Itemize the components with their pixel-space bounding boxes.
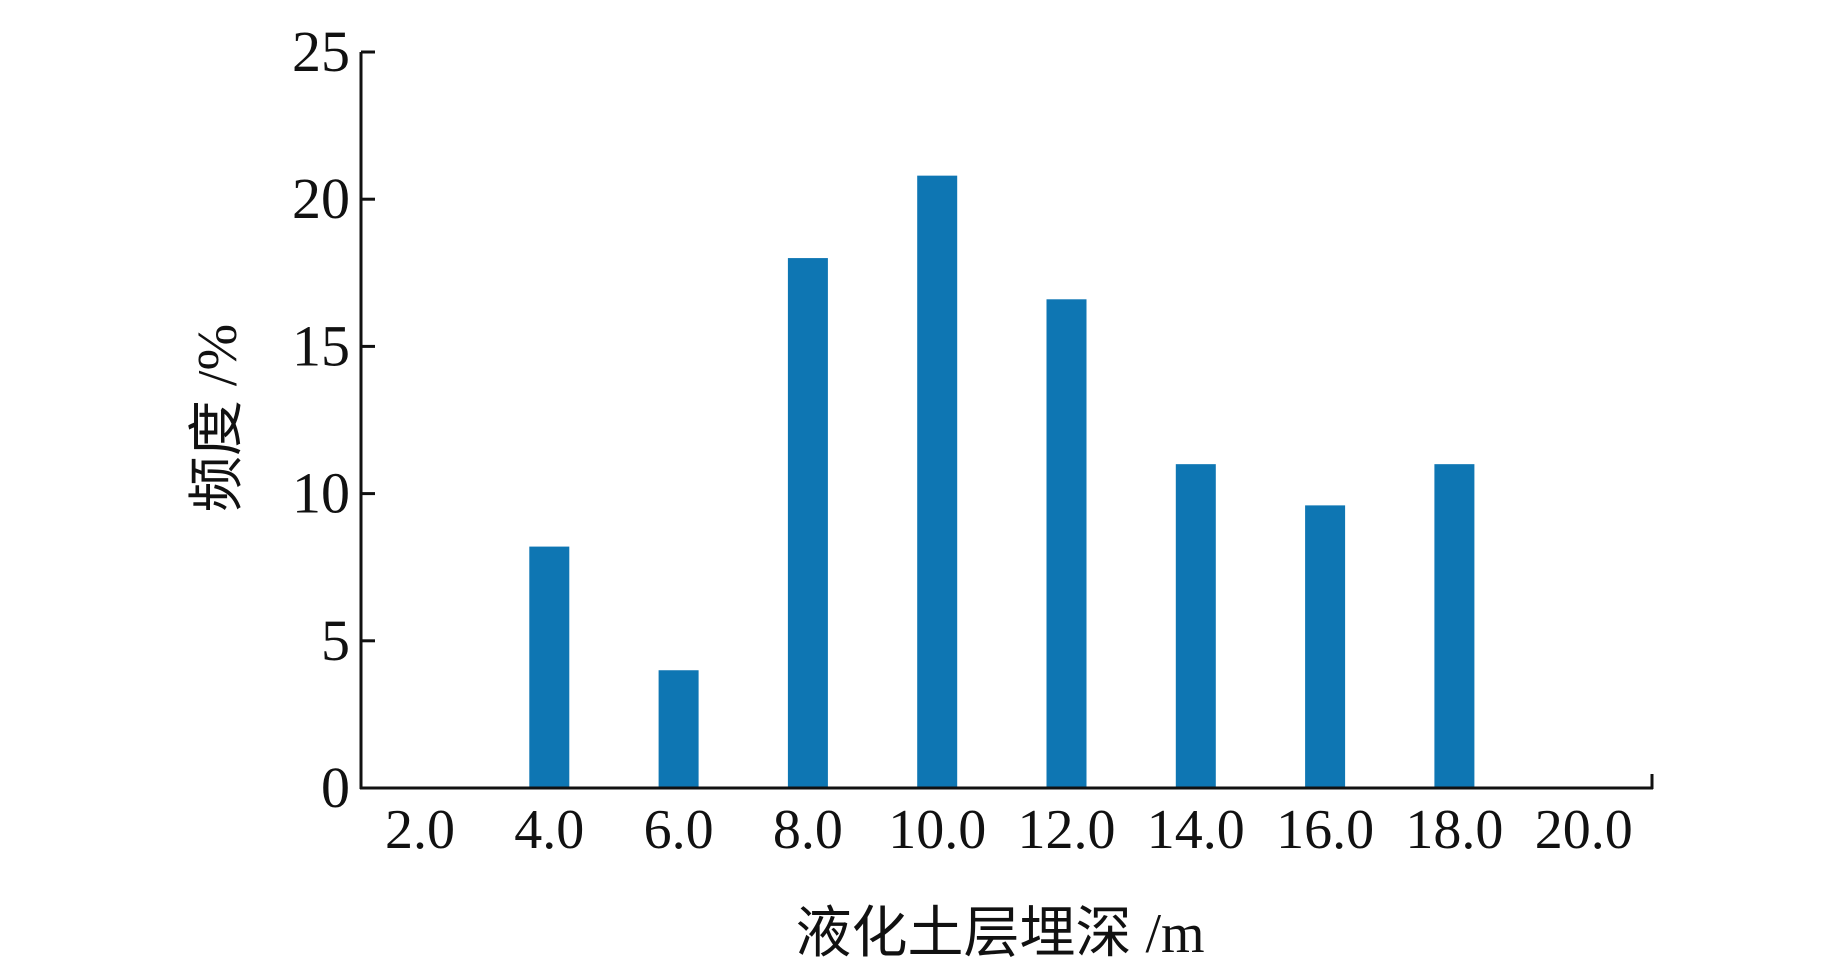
y-tick-label: 25 <box>292 19 350 84</box>
x-tick-label: 20.0 <box>1535 799 1633 861</box>
y-tick-label: 20 <box>292 166 350 231</box>
x-tick-label: 12.0 <box>1018 799 1116 861</box>
x-ticks: 2.0 4.0 6.0 8.0 10.0 12.0 14.0 16.0 18.0 20.0 <box>385 799 1633 861</box>
bar-12.0 <box>1046 299 1087 788</box>
x-tick-label: 10.0 <box>888 799 986 861</box>
y-axis-label: 频度 /% <box>187 324 249 512</box>
bar-18.0 <box>1434 464 1475 788</box>
bar-4.0 <box>529 546 570 788</box>
bar-14.0 <box>1175 464 1216 788</box>
x-tick-label: 16.0 <box>1276 799 1374 861</box>
x-tick-label: 8.0 <box>773 799 843 861</box>
y-tick-label: 10 <box>292 461 350 526</box>
x-tick-label: 6.0 <box>644 799 714 861</box>
bars <box>529 175 1475 789</box>
x-tick-label: 2.0 <box>385 799 455 861</box>
x-tick-label: 4.0 <box>514 799 584 861</box>
bar-6.0 <box>658 670 699 788</box>
bar-10.0 <box>917 175 958 788</box>
y-tick-label: 5 <box>321 608 350 673</box>
y-ticks: 0 5 10 15 20 25 <box>292 19 375 820</box>
bar-16.0 <box>1305 505 1346 788</box>
y-tick-label: 0 <box>321 755 350 820</box>
x-tick-label: 14.0 <box>1147 799 1245 861</box>
bar-8.0 <box>787 258 828 789</box>
y-tick-label: 15 <box>292 313 350 378</box>
x-axis-label: 液化土层埋深 /m <box>795 903 1204 965</box>
x-tick-label: 18.0 <box>1405 799 1503 861</box>
